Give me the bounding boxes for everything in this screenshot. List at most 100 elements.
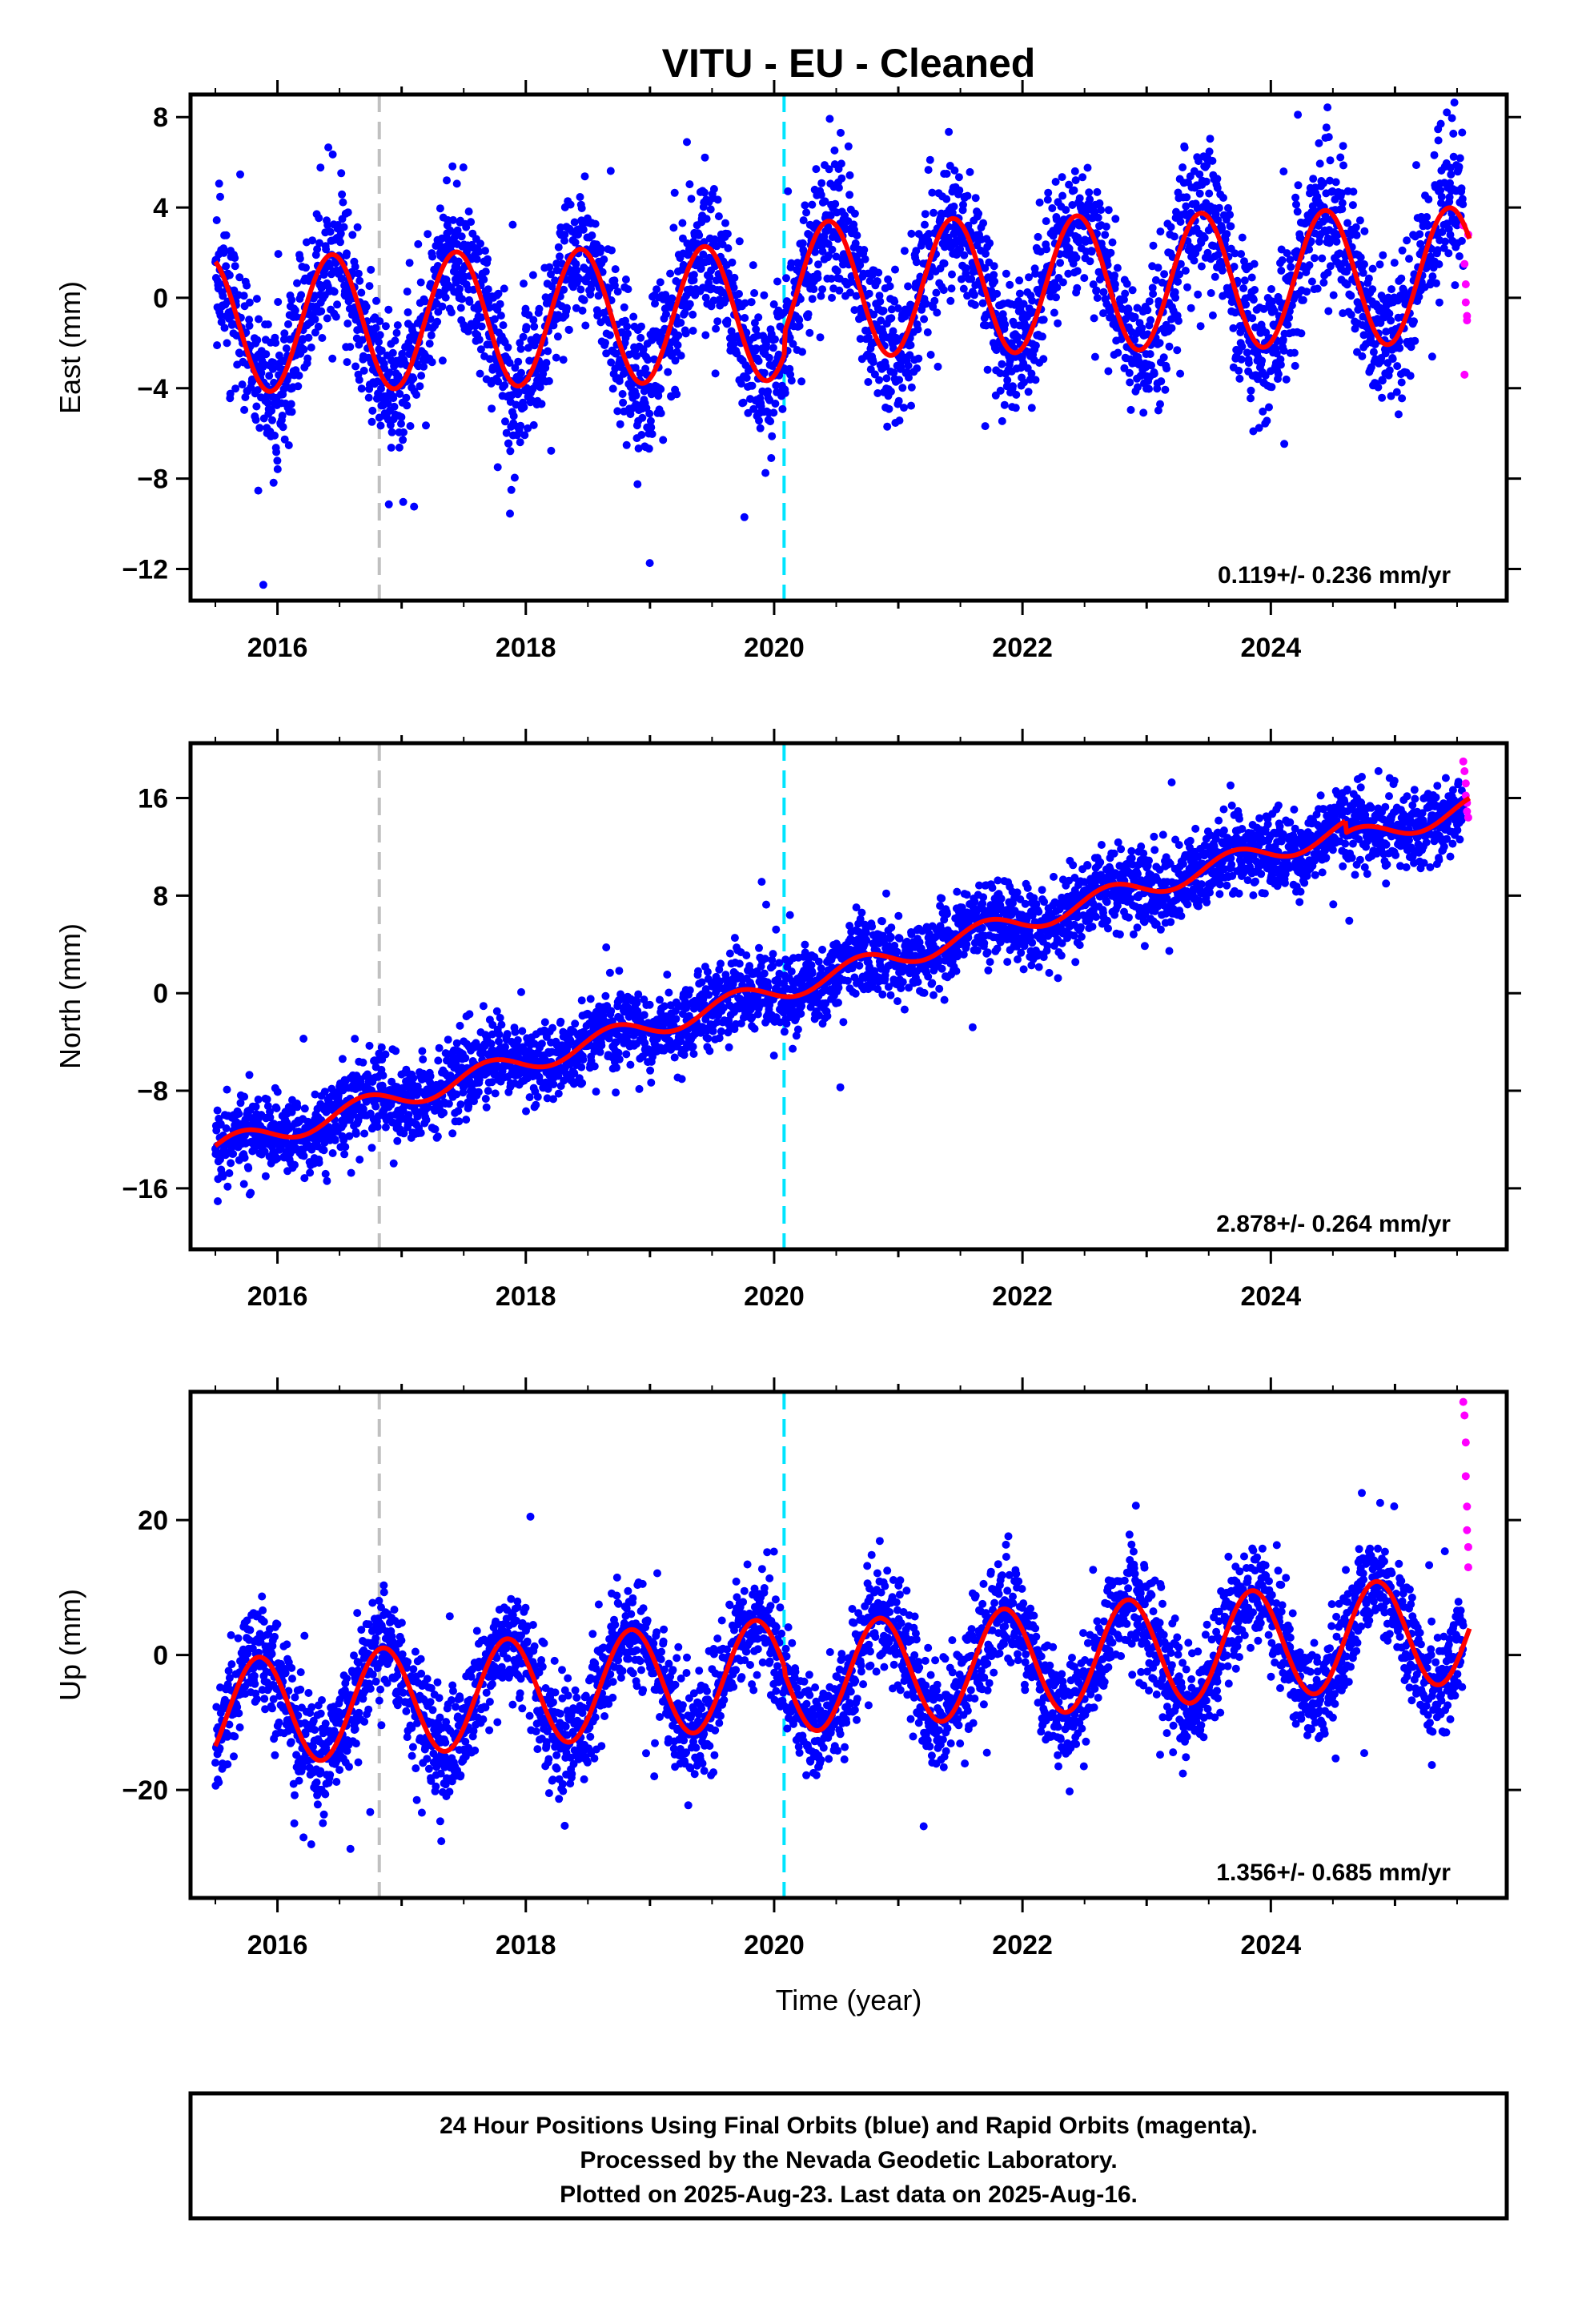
east-final-point — [754, 356, 763, 365]
east-final-point — [359, 366, 368, 375]
east-final-point — [930, 208, 938, 217]
east-final-point — [601, 339, 609, 347]
east-final-point — [926, 351, 935, 359]
east-final-point — [677, 319, 685, 327]
east-final-point — [343, 208, 352, 217]
east-final-point — [539, 369, 548, 378]
north-final-point — [341, 1143, 350, 1152]
east-final-point — [1319, 179, 1327, 187]
east-final-point — [420, 297, 429, 306]
east-final-point — [417, 372, 426, 380]
east-final-point — [621, 275, 630, 283]
north-final-point — [355, 1156, 364, 1164]
east-final-point — [1434, 136, 1443, 145]
north-final-point — [300, 1104, 309, 1113]
east-final-point — [781, 388, 789, 397]
east-final-point — [1213, 183, 1222, 192]
east-final-point — [772, 381, 781, 390]
east-final-point — [1349, 187, 1358, 196]
east-final-point — [1430, 151, 1439, 159]
east-final-point — [1457, 236, 1466, 245]
east-final-point — [802, 208, 811, 217]
north-final-point — [614, 1048, 623, 1057]
east-final-point — [269, 358, 278, 367]
east-final-point — [992, 346, 1001, 355]
east-final-point — [593, 312, 602, 320]
north-final-point — [518, 1027, 527, 1035]
east-final-point — [443, 176, 451, 185]
east-final-point — [384, 500, 393, 509]
east-final-point — [287, 400, 295, 408]
east-final-point — [1074, 238, 1083, 247]
north-final-point — [607, 1007, 616, 1015]
east-final-point — [346, 343, 355, 352]
north-final-point — [273, 1154, 282, 1163]
east-final-point — [268, 416, 276, 424]
east-final-point — [1003, 376, 1012, 384]
east-final-point — [687, 195, 696, 203]
north-final-point — [324, 1123, 333, 1132]
east-final-point — [875, 376, 883, 384]
east-final-point — [1024, 388, 1033, 396]
east-final-point — [826, 211, 835, 220]
east-final-point — [314, 322, 323, 331]
east-final-point — [1235, 366, 1243, 375]
east-final-point — [1156, 400, 1164, 408]
east-final-point — [420, 362, 428, 371]
east-final-point — [799, 216, 808, 225]
east-final-point — [273, 464, 282, 473]
north-final-point — [235, 1109, 243, 1118]
east-final-point — [856, 261, 865, 269]
east-final-point — [291, 306, 299, 315]
east-final-point — [773, 277, 781, 286]
east-final-point — [963, 191, 972, 200]
east-final-point — [1002, 269, 1010, 278]
east-final-point — [576, 193, 584, 201]
east-final-point — [1446, 179, 1454, 187]
east-final-point — [315, 239, 323, 247]
east-final-point — [666, 269, 675, 278]
east-final-point — [405, 259, 414, 267]
east-final-point — [1283, 320, 1292, 329]
east-final-point — [339, 198, 347, 207]
east-final-point — [1072, 253, 1081, 262]
east-final-point — [829, 228, 838, 237]
east-final-point — [1324, 307, 1333, 316]
north-final-point — [328, 1149, 337, 1157]
east-final-point — [824, 223, 833, 231]
east-final-point — [1338, 199, 1347, 207]
east-final-point — [280, 329, 289, 338]
north-final-point — [213, 1106, 222, 1115]
east-final-point — [1441, 237, 1450, 246]
east-final-point — [1058, 278, 1067, 287]
east-final-point — [755, 416, 763, 425]
east-final-point — [768, 432, 777, 440]
east-final-point — [966, 167, 974, 176]
east-final-point — [225, 271, 234, 279]
east-final-point — [392, 328, 401, 337]
east-final-point — [284, 441, 293, 449]
east-final-point — [238, 380, 247, 389]
east-final-point — [814, 260, 822, 269]
east-final-point — [624, 285, 632, 294]
east-final-point — [1196, 322, 1205, 331]
east-final-point — [1339, 161, 1347, 170]
east-final-point — [1283, 249, 1291, 258]
east-final-point — [1006, 280, 1014, 289]
north-final-point — [533, 1092, 542, 1101]
east-final-point — [372, 296, 380, 305]
east-final-point — [215, 179, 223, 188]
north-final-point — [615, 1055, 624, 1063]
north-final-point — [261, 1172, 270, 1180]
east-final-point — [882, 374, 891, 383]
east-final-point — [353, 223, 362, 231]
north-final-point — [320, 1088, 329, 1096]
north-final-point — [456, 1100, 465, 1109]
east-final-point — [1326, 262, 1335, 271]
east-final-point — [1019, 300, 1028, 308]
east-final-point — [1120, 296, 1128, 304]
north-final-point — [400, 1129, 408, 1138]
east-final-point — [1332, 237, 1341, 246]
east-final-point — [222, 231, 231, 239]
